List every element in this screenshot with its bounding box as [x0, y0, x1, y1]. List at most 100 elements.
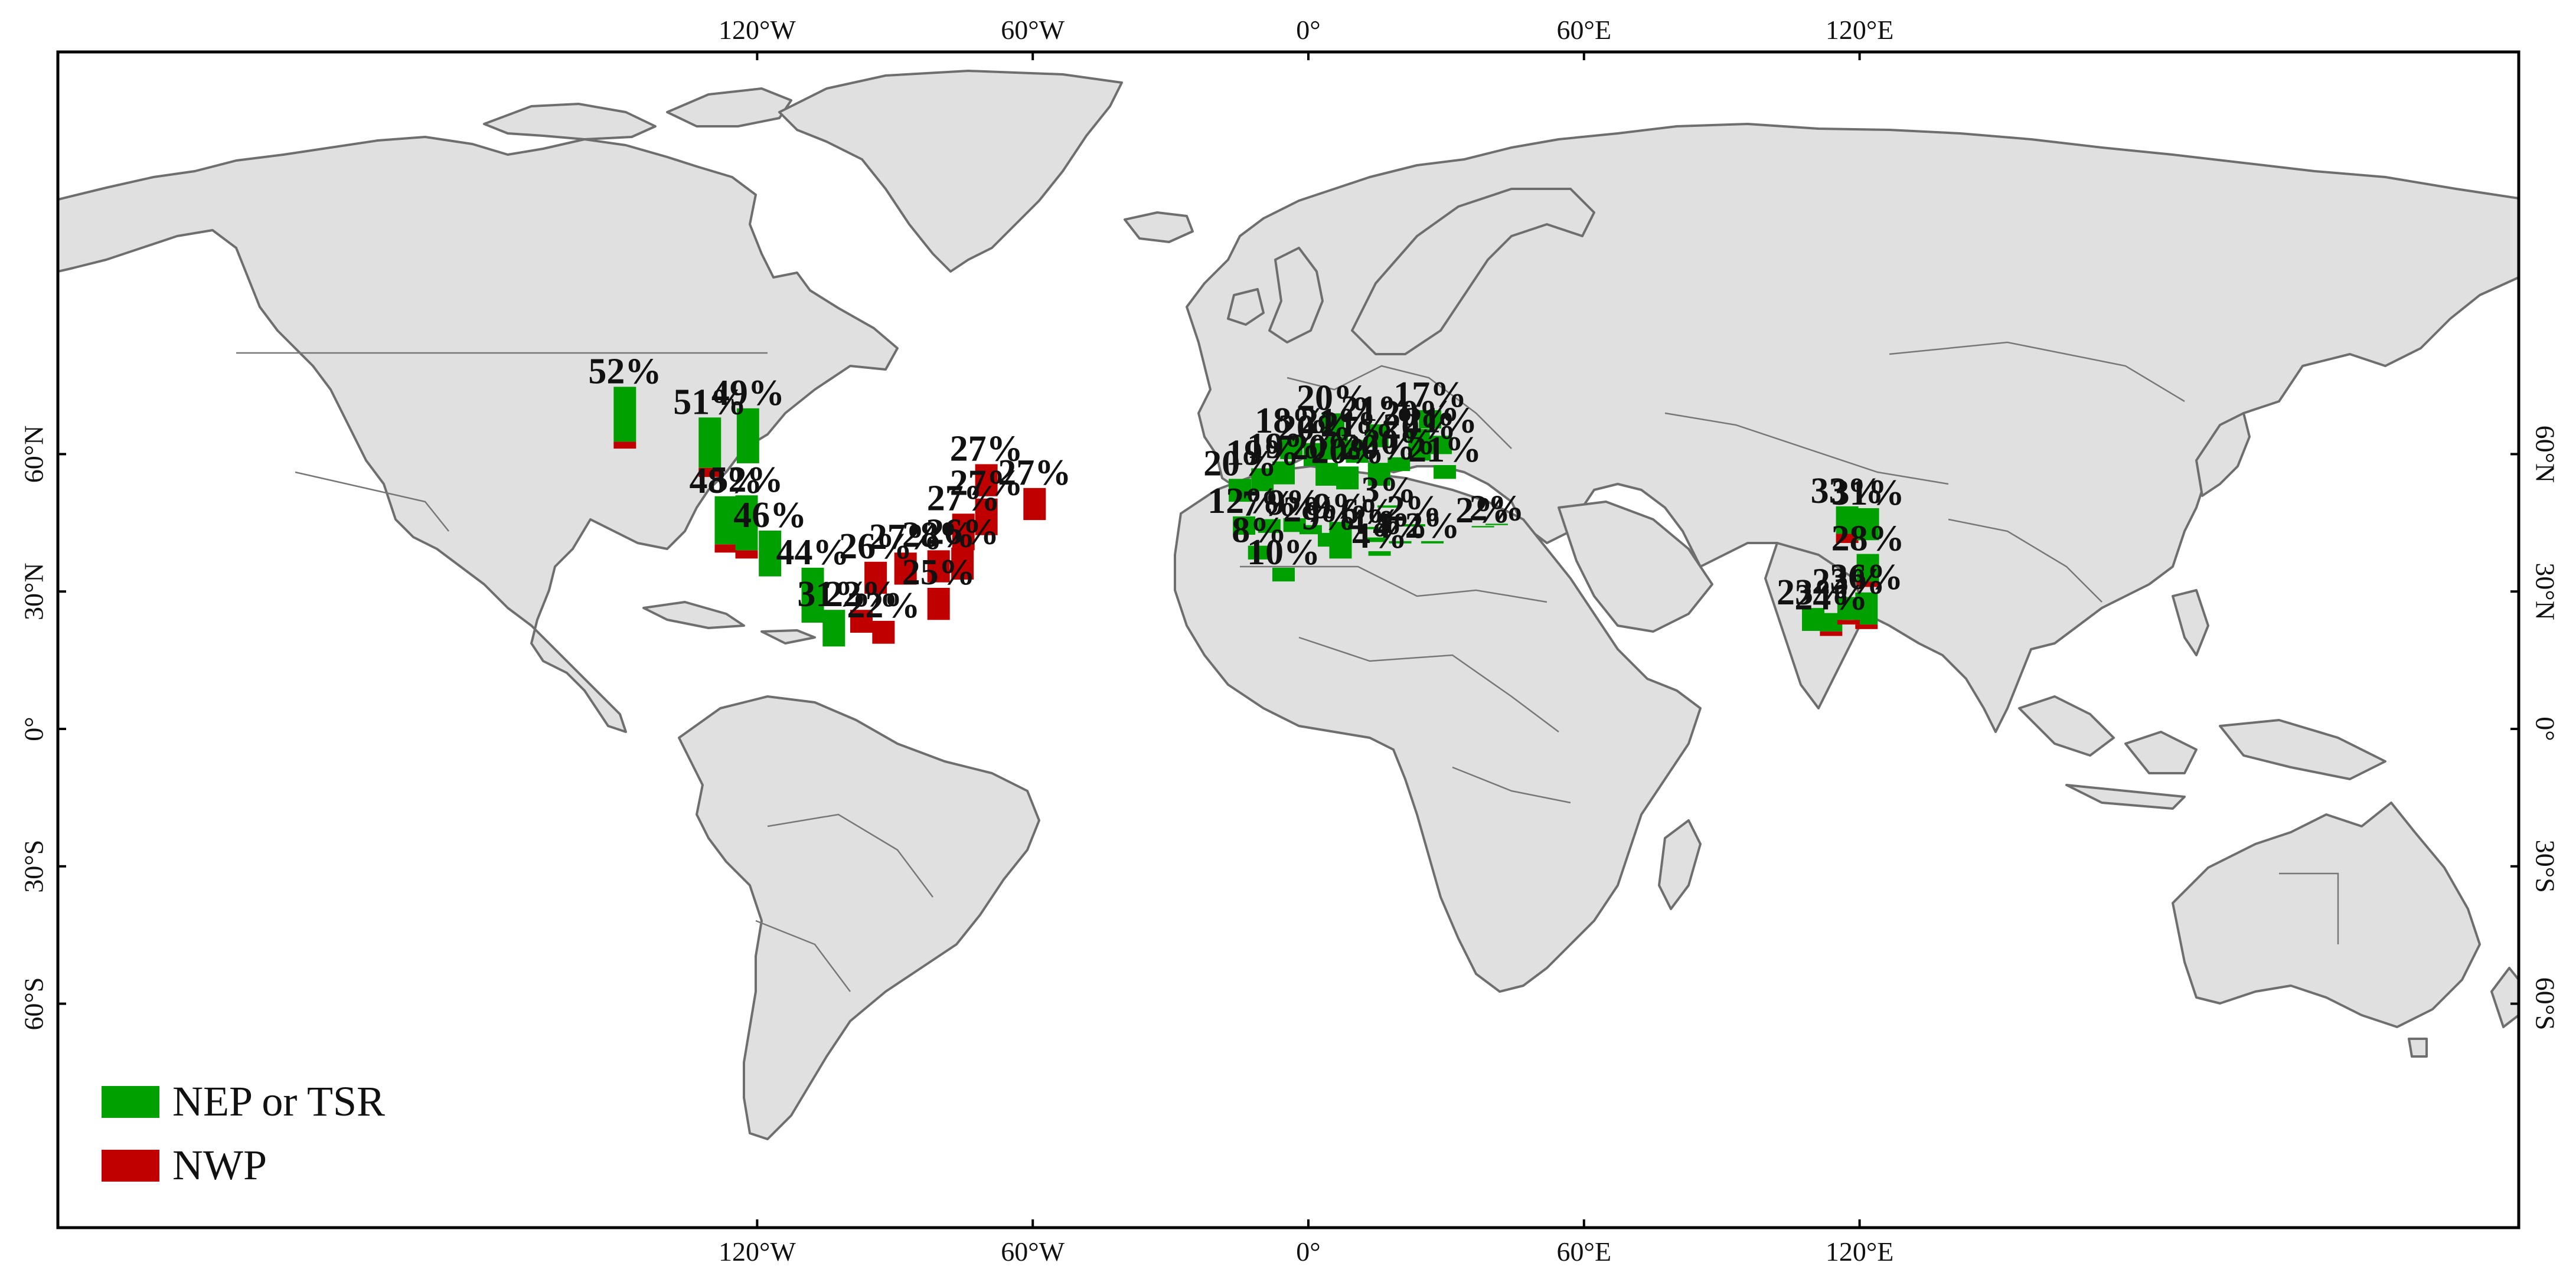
site-percentage-label: 21%: [1404, 400, 1477, 440]
site-bar-nep-tsr: [736, 408, 759, 463]
graticule-ticks: 120°W 120°W 60°W 60°W 0° 0° 60°E 60°E 120°E 120°E…: [19, 15, 2561, 1267]
lon-tick-label-bottom: 0°: [1296, 1237, 1320, 1267]
site-bar-nwp: [872, 620, 895, 644]
land-madagascar: [1658, 819, 1702, 910]
site-percentage-label: 2%: [1455, 490, 1510, 531]
land-greenland: [778, 70, 1123, 273]
site-percentage-label: 10%: [1247, 532, 1320, 573]
land-caribbean: [642, 601, 816, 645]
legend-label-nep-tsr: NEP or TSR: [172, 1078, 385, 1125]
land-se-asia-islands: [2018, 589, 2386, 810]
site-percentage-label: 27%: [998, 453, 1071, 493]
site-percentage-label: 9%: [1313, 486, 1368, 526]
site-percentage-label: 20%: [1382, 394, 1455, 434]
site-bar-nep-tsr: [698, 417, 721, 468]
site-bar-nep-tsr: [1325, 436, 1349, 460]
lat-tick-label-right: 30°S: [2530, 840, 2560, 893]
site-percentage-label: 27%: [927, 478, 1000, 518]
site-percentage-label: 44%: [776, 532, 850, 573]
lon-tick-label-top: 120°E: [1826, 15, 1894, 45]
site-bar-nep-tsr: [1357, 526, 1380, 529]
landmasses: [58, 70, 2519, 1140]
land-british-isles: [1227, 247, 1324, 344]
site-percentage-label: 20%: [1343, 427, 1416, 467]
site-bar-nwp: [894, 552, 917, 585]
site-percentage-label: 18%: [1255, 401, 1328, 441]
site-percentage-label: 52%: [710, 460, 783, 500]
site-percentage-label: 7%: [1242, 484, 1297, 524]
site-bar-nwp: [975, 464, 998, 496]
site-percentage-label: 26%: [839, 526, 912, 567]
site-bar-nep-tsr: [1272, 461, 1295, 485]
site-bar-nwp: [1856, 581, 1879, 587]
site-percentage-label: 21%: [1320, 404, 1393, 444]
site-percentage-label: 12%: [1207, 481, 1281, 521]
site-bar-nep-tsr: [1837, 597, 1860, 620]
site-bar-nep-tsr: [1471, 526, 1494, 528]
site-bar-nep-tsr: [1836, 506, 1859, 534]
lon-tick-label-top: 60°W: [1001, 15, 1065, 45]
site-bar-nwp: [1836, 534, 1859, 543]
site-bar-nwp: [952, 513, 975, 551]
site-percentage-label: 4%: [1352, 516, 1407, 556]
site-percentage-label: 20%: [1203, 443, 1276, 483]
site-percentage-label: 36%: [1830, 557, 1903, 597]
site-bar-nep-tsr: [1377, 505, 1400, 508]
site-bar-nep-tsr: [1251, 468, 1274, 492]
site-bar-nep-tsr: [1387, 457, 1411, 472]
site-bar-nep-tsr: [1485, 524, 1508, 525]
site-percentage-label: 21%: [1341, 389, 1414, 429]
site-bar-nwp: [735, 550, 758, 559]
site-bar-nep-tsr: [801, 567, 824, 623]
site-percentage-label: 28%: [1831, 519, 1905, 559]
site-bar-nep-tsr: [822, 610, 845, 647]
site-bar-nep-tsr: [714, 496, 737, 545]
site-bar-nep-tsr: [1336, 466, 1359, 490]
legend: NEP or TSR NWP: [102, 1078, 385, 1189]
site-percentage-labels: 52%51%49%48%52%46%44%31%22%26%22%27%25%2…: [588, 351, 1904, 626]
site-bar-nep-tsr: [1299, 525, 1322, 535]
site-percentage-label: 20%: [1278, 408, 1351, 448]
site-bar-nep-tsr: [1280, 436, 1303, 459]
land-eurasia: [1186, 123, 2519, 733]
site-percentage-label: 31%: [1831, 473, 1905, 513]
site-bar-nep-tsr: [1408, 442, 1431, 461]
site-percentage-label: 52%: [588, 351, 661, 391]
site-bar-nwp: [850, 610, 873, 633]
site-percentage-label: 48%: [689, 461, 762, 501]
lat-tick-label-right: 30°N: [2530, 562, 2560, 620]
lon-tick-label-bottom: 120°E: [1826, 1237, 1894, 1267]
site-bar-nep-tsr: [1329, 522, 1352, 559]
site-bar-nep-tsr: [1346, 440, 1369, 463]
lat-tick-label-left: 0°: [19, 717, 49, 741]
site-percentage-label: 22%: [825, 574, 898, 614]
site-percentage-label: 21%: [1300, 401, 1373, 441]
site-bar-nep-tsr: [613, 387, 636, 442]
site-percentage-label: 21%: [1408, 430, 1481, 470]
site-bar-nwp: [1855, 624, 1878, 629]
site-bar-nep-tsr: [1856, 508, 1879, 541]
site-percentage-label: 2%: [1405, 506, 1460, 546]
site-percentage-label: 27%: [950, 428, 1023, 469]
site-percentage-label: 9%: [1267, 483, 1322, 523]
site-percentage-label: 3%: [1362, 470, 1416, 510]
site-bar-nwp: [1820, 631, 1843, 636]
lat-tick-label-left: 30°S: [19, 840, 49, 893]
site-bar-nwp: [1837, 620, 1860, 625]
lat-tick-label-right: 60°N: [2530, 426, 2560, 483]
site-percentage-label: 28%: [902, 515, 975, 555]
site-percentage-label: 22%: [847, 585, 920, 626]
lat-tick-label-left: 30°N: [19, 562, 49, 620]
site-bar-nwp: [951, 547, 974, 580]
lat-tick-label-left: 60°N: [19, 426, 49, 483]
site-percentage-label: 2%: [1283, 490, 1338, 530]
land-scandinavia: [1351, 188, 1595, 355]
site-bar-nep-tsr: [1272, 567, 1295, 582]
map-frame: [56, 50, 2521, 1229]
lon-tick-label-top: 60°E: [1557, 15, 1612, 45]
site-percentage-label: 2%: [1469, 488, 1524, 528]
site-percentage-label: 9%: [1302, 498, 1357, 538]
site-percentage-label: 49%: [711, 373, 785, 413]
site-bar-nep-tsr: [1856, 554, 1879, 582]
site-bar-nep-tsr: [1303, 443, 1326, 466]
